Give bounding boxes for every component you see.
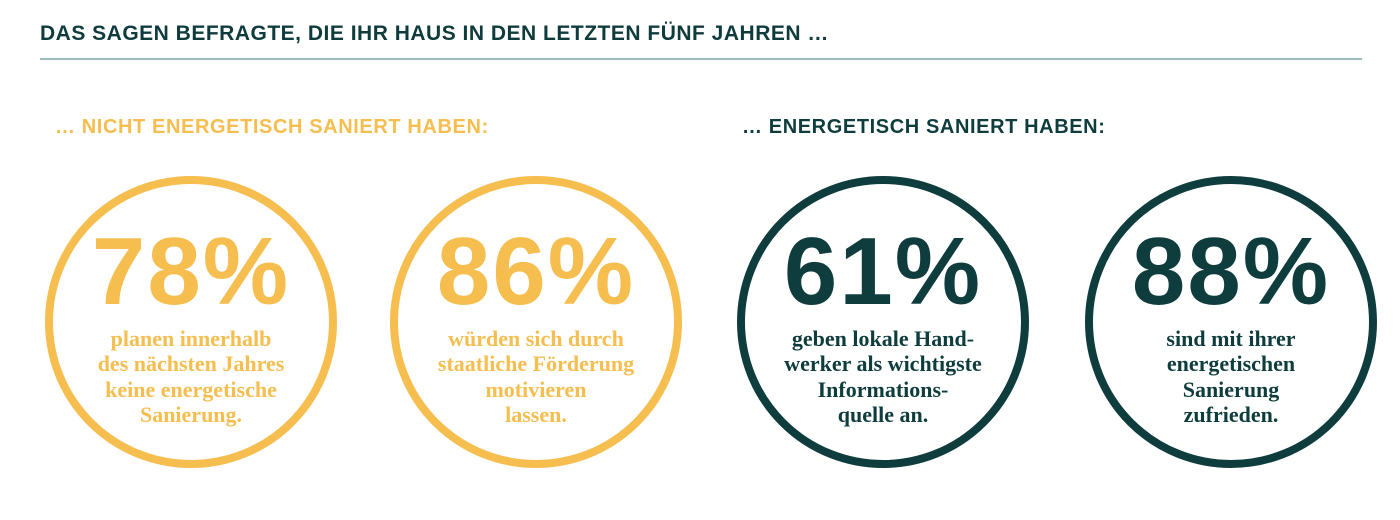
desc-line: würden sich durch bbox=[448, 326, 624, 351]
desc-line: motivieren bbox=[485, 376, 587, 402]
stat-value: 61% bbox=[783, 218, 983, 325]
stat-value: 88% bbox=[1131, 218, 1331, 325]
stat-value: 78% bbox=[91, 218, 291, 325]
desc-line: geben lokale Hand- bbox=[791, 326, 975, 351]
desc-line: energetischen bbox=[1166, 351, 1296, 377]
heading-renovated: … ENERGETISCH SANIERT HABEN: bbox=[742, 116, 1106, 138]
desc-line: zufrieden. bbox=[1183, 401, 1279, 427]
desc-line: des nächsten Jahres bbox=[97, 351, 285, 377]
desc-line: lassen. bbox=[505, 401, 567, 427]
desc-line: sind mit ihrer bbox=[1166, 326, 1296, 351]
stat-value: 86% bbox=[436, 218, 636, 325]
stat-circle-61: 61% geben lokale Hand- werker als wichti… bbox=[737, 176, 1029, 468]
desc-line: Sanierung. bbox=[139, 401, 243, 427]
desc-line: werker als wichtigste bbox=[784, 351, 982, 377]
divider bbox=[40, 58, 1362, 60]
stat-circle-88: 88% sind mit ihrer energetischen Sanieru… bbox=[1085, 176, 1377, 468]
desc-line: Sanierung bbox=[1182, 376, 1280, 402]
stat-description: geben lokale Hand- werker als wichtigste… bbox=[763, 326, 1003, 427]
desc-line: quelle an. bbox=[837, 401, 929, 427]
stat-circle-78: 78% planen innerhalb des nächsten Jahres… bbox=[45, 176, 337, 468]
stat-description: sind mit ihrer energetischen Sanierung z… bbox=[1111, 326, 1351, 427]
desc-line: staatliche Förderung bbox=[437, 351, 635, 377]
heading-not-renovated: … NICHT ENERGETISCH SANIERT HABEN: bbox=[55, 116, 489, 138]
stat-circle-86: 86% würden sich durch staatliche Förderu… bbox=[390, 176, 682, 468]
desc-line: keine energetische bbox=[105, 376, 277, 402]
stat-description: würden sich durch staatliche Förderung m… bbox=[416, 326, 656, 427]
desc-line: planen innerhalb bbox=[110, 326, 272, 351]
stat-description: planen innerhalb des nächsten Jahres kei… bbox=[71, 326, 311, 427]
desc-line: Informations- bbox=[817, 376, 949, 402]
page-title: DAS SAGEN BEFRAGTE, DIE IHR HAUS IN DEN … bbox=[40, 22, 829, 45]
